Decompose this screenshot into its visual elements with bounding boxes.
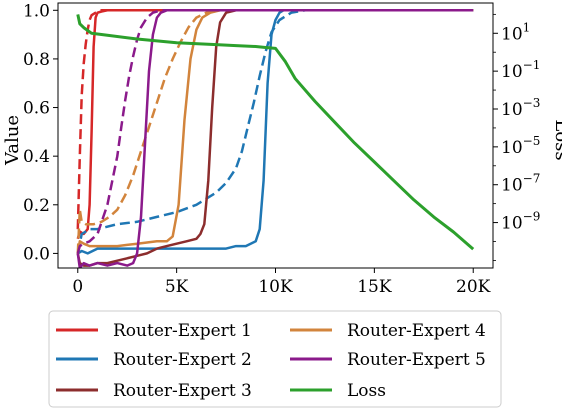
x-tick-label: 0 [72,277,83,297]
y-tick-label-left: 0.8 [23,50,50,70]
y-tick-label-left: 0.6 [23,99,50,119]
x-tick-label: 10K [258,277,293,297]
y-tick-label-left: 0.4 [23,147,50,167]
series-line-router-expert-1-0 [76,9,474,240]
y-tick-label-right: 10−5 [501,134,540,158]
series-line-router-expert-2-2 [77,9,474,255]
legend-label: Router-Expert 2 [113,350,252,370]
y-tick-label-left: 0.2 [23,196,50,216]
y-tick-label-right: 101 [501,20,530,44]
legend-label: Loss [347,381,386,401]
y-axis-label-left: Value [2,115,23,166]
plot-lines [76,9,475,268]
legend-label: Router-Expert 4 [347,321,486,341]
y-tick-label-left: 1.0 [23,1,50,21]
y-tick-label-right: 10−7 [501,172,540,196]
series-line-router-expert-4-5 [76,9,474,254]
series-line-router-expert-5-dashed-8 [76,9,474,254]
legend-label: Router-Expert 1 [113,321,252,341]
y-tick-label-right: 10−1 [501,58,540,82]
x-tick-label: 20K [456,277,491,297]
series-line-loss-9 [76,14,475,251]
series-line-router-expert-5-7 [76,9,474,268]
y-tick-label-right: 10−9 [501,210,540,234]
y-tick-label-right: 10−3 [501,96,540,120]
x-tick-label: 5K [165,277,189,297]
x-tick-label: 15K [357,277,392,297]
y-tick-label-left: 0.0 [23,244,50,264]
plot-frame [57,2,494,269]
y-axis-label-right: Loss [551,119,562,160]
legend: Router-Expert 1 Router-Expert 2 Router-Exp… [48,310,502,408]
legend-label: Router-Expert 5 [347,350,486,370]
legend-box [48,310,502,408]
legend-label: Router-Expert 3 [113,381,252,401]
series-line-router-expert-1-dashed-1 [76,9,474,230]
series-line-router-expert-2-dashed-3 [76,9,474,254]
axes: 0 5K 10K 15K 20K 0.0 0.2 0.4 0.6 0.8 1.0 101 10−1 10−… [23,1,540,297]
series-line-router-expert-4-dashed-6 [76,9,474,254]
